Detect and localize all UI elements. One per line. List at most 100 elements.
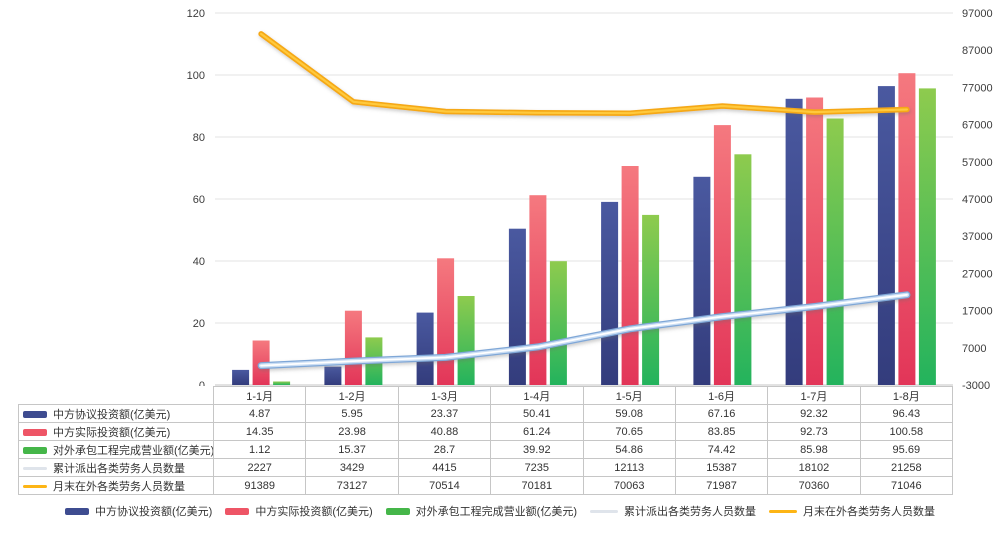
table-cell: 3429 bbox=[305, 458, 399, 477]
bar-actual-investment-6[interactable] bbox=[806, 97, 824, 386]
table-cell: 28.7 bbox=[397, 440, 492, 459]
table-cell: 100.58 bbox=[859, 422, 954, 441]
legend-label: 累计派出各类劳务人员数量 bbox=[623, 506, 756, 518]
table-cell: 54.86 bbox=[582, 440, 676, 459]
row-label-agreement-investment: 中方协议投资额(亿美元) bbox=[18, 404, 214, 423]
chart-area: 020406080100120-300070001700027000370004… bbox=[187, 8, 993, 392]
row-swatch-cumulative-dispatched-icon bbox=[23, 467, 47, 471]
table-cell: 83.85 bbox=[674, 422, 769, 441]
table-cell: 71046 bbox=[859, 476, 954, 495]
bar-contract-revenue-2[interactable] bbox=[457, 296, 475, 385]
bar-actual-investment-7[interactable] bbox=[898, 73, 916, 385]
bar-contract-revenue-3[interactable] bbox=[549, 261, 567, 385]
right-axis-tick: 67000 bbox=[962, 120, 993, 132]
bar-actual-investment-1[interactable] bbox=[344, 310, 362, 385]
legend-swatch-agreement-investment-icon bbox=[65, 507, 89, 515]
table-row-agreement-investment: 中方协议投资额(亿美元) 4.87 5.95 23.37 50.41 59.08 67.16… bbox=[18, 404, 954, 423]
legend-swatch-month-end-abroad-icon bbox=[768, 509, 797, 513]
row-swatch-actual-investment-icon bbox=[23, 429, 47, 437]
legend-item-cumulative-dispatched[interactable]: 累计派出各类劳务人员数量 bbox=[589, 503, 756, 519]
line-cumulative-dispatched[interactable] bbox=[257, 291, 911, 370]
table-cell: 21258 bbox=[859, 458, 954, 477]
table-cell: 50.41 bbox=[490, 404, 584, 423]
row-label-contract-revenue: 对外承包工程完成营业额(亿美元) bbox=[18, 440, 214, 459]
col-header-3: 1-4月 bbox=[490, 386, 584, 405]
table-cell: 14.35 bbox=[212, 422, 307, 441]
legend-label: 对外承包工程完成营业额(亿美元) bbox=[415, 506, 577, 518]
row-label-cumulative-dispatched: 累计派出各类劳务人员数量 bbox=[18, 458, 214, 477]
table-row-actual-investment: 中方实际投资额(亿美元) 14.35 23.98 40.88 61.24 70.65 83.… bbox=[18, 422, 954, 441]
right-axis-tick: -3000 bbox=[962, 380, 990, 392]
col-header-2: 1-3月 bbox=[397, 386, 492, 405]
bar-actual-investment-4[interactable] bbox=[621, 166, 639, 385]
bar-agreement-investment-4[interactable] bbox=[601, 201, 619, 385]
right-axis-tick: 17000 bbox=[962, 306, 993, 318]
row-swatch-month-end-abroad-icon bbox=[23, 485, 47, 489]
legend-item-agreement-investment[interactable]: 中方协议投资额(亿美元) bbox=[65, 503, 212, 519]
bar-contract-revenue-5[interactable] bbox=[734, 154, 752, 385]
table-cell: 73127 bbox=[305, 476, 399, 495]
right-axis-tick: 57000 bbox=[962, 157, 993, 169]
table-cell: 2227 bbox=[212, 458, 307, 477]
table-cell: 70181 bbox=[490, 476, 584, 495]
table-cell: 67.16 bbox=[674, 404, 769, 423]
legend-label: 月末在外各类劳务人员数量 bbox=[802, 506, 935, 518]
right-axis-tick: 27000 bbox=[962, 268, 993, 280]
row-label-actual-investment: 中方实际投资额(亿美元) bbox=[18, 422, 214, 441]
legend-item-contract-revenue[interactable]: 对外承包工程完成营业额(亿美元) bbox=[385, 503, 577, 519]
left-axis-tick: 60 bbox=[193, 194, 205, 206]
bar-actual-investment-5[interactable] bbox=[713, 125, 731, 385]
table-cell: 71987 bbox=[674, 476, 769, 495]
table-cell: 5.95 bbox=[305, 404, 399, 423]
table-cell: 92.73 bbox=[767, 422, 861, 441]
table-row-cumulative-dispatched: 累计派出各类劳务人员数量 2227 3429 4415 7235 12113 15387 18… bbox=[18, 458, 954, 477]
table-cell: 39.92 bbox=[490, 440, 584, 459]
right-axis-tick: 37000 bbox=[962, 231, 993, 243]
row-label-month-end-abroad: 月末在外各类劳务人员数量 bbox=[18, 476, 214, 495]
legend-item-actual-investment[interactable]: 中方实际投资额(亿美元) bbox=[225, 503, 373, 519]
legend-item-month-end-abroad[interactable]: 月末在外各类劳务人员数量 bbox=[768, 503, 935, 519]
bar-actual-investment-3[interactable] bbox=[529, 195, 547, 385]
bar-contract-revenue-4[interactable] bbox=[642, 214, 660, 385]
bar-agreement-investment-0[interactable] bbox=[232, 369, 250, 385]
col-header-1: 1-2月 bbox=[305, 386, 399, 405]
legend-swatch-cumulative-dispatched-icon bbox=[589, 509, 618, 513]
table-cell: 85.98 bbox=[767, 440, 861, 459]
table-cell: 12113 bbox=[582, 458, 676, 477]
bar-actual-investment-2[interactable] bbox=[437, 258, 455, 385]
bar-contract-revenue-6[interactable] bbox=[826, 118, 844, 386]
left-axis-tick: 120 bbox=[187, 8, 205, 20]
bar-contract-revenue-7[interactable] bbox=[918, 88, 936, 386]
table-corner-cell bbox=[18, 386, 214, 405]
table-cell: 61.24 bbox=[490, 422, 584, 441]
bar-agreement-investment-2[interactable] bbox=[416, 312, 434, 385]
right-axis-tick: 77000 bbox=[962, 82, 993, 94]
table-cell: 70514 bbox=[397, 476, 492, 495]
right-axis-tick: 47000 bbox=[962, 194, 993, 206]
legend-label: 中方协议投资额(亿美元) bbox=[95, 506, 213, 518]
table-cell: 23.98 bbox=[305, 422, 399, 441]
legend-swatch-contract-revenue-icon bbox=[385, 507, 410, 515]
chart-legend: 中方协议投资额(亿美元) 中方实际投资额(亿美元) 对外承包工程完成营业额(亿美元)… bbox=[0, 503, 1000, 519]
bar-agreement-investment-1[interactable] bbox=[324, 366, 342, 385]
col-header-7: 1-8月 bbox=[859, 386, 954, 405]
bar-agreement-investment-6[interactable] bbox=[785, 98, 803, 386]
bar-agreement-investment-7[interactable] bbox=[877, 86, 895, 385]
row-swatch-contract-revenue-icon bbox=[23, 447, 47, 455]
table-cell: 1.12 bbox=[212, 440, 307, 459]
left-axis-tick: 20 bbox=[193, 318, 205, 330]
left-axis-tick: 100 bbox=[187, 70, 205, 82]
table-cell: 40.88 bbox=[397, 422, 492, 441]
bar-agreement-investment-3[interactable] bbox=[508, 228, 526, 385]
bar-agreement-investment-5[interactable] bbox=[693, 176, 711, 385]
table-row-contract-revenue: 对外承包工程完成营业额(亿美元) 1.12 15.37 28.7 39.92 54.86 7… bbox=[18, 440, 954, 459]
bar-contract-revenue-0[interactable] bbox=[273, 381, 291, 386]
table-cell: 59.08 bbox=[582, 404, 676, 423]
line-month-end-abroad[interactable] bbox=[258, 31, 910, 116]
table-cell: 15.37 bbox=[305, 440, 399, 459]
right-axis-tick: 7000 bbox=[962, 343, 986, 355]
table-cell: 23.37 bbox=[397, 404, 492, 423]
legend-swatch-actual-investment-icon bbox=[225, 507, 250, 515]
legend-label: 中方实际投资额(亿美元) bbox=[255, 506, 373, 518]
table-cell: 7235 bbox=[490, 458, 584, 477]
